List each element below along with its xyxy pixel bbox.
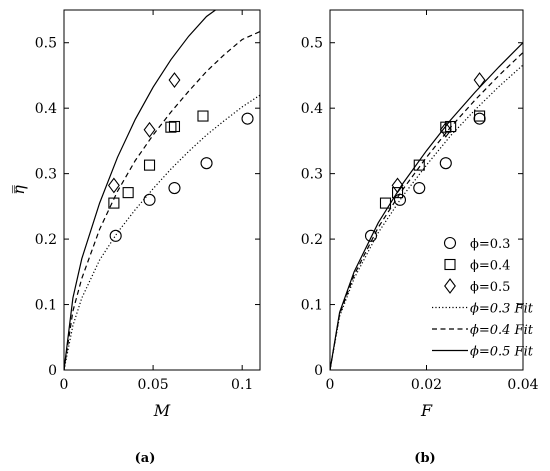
- legend-label: ϕ=0.4: [470, 259, 510, 274]
- data-point-square: [474, 110, 486, 122]
- y-tick-label: 0.4: [301, 101, 323, 117]
- x-axis-label: M: [153, 401, 171, 420]
- data-point-diamond: [473, 72, 486, 88]
- panel-a: 0 0.05 0.1 0 0.1 0.2 0.3 0.4 0.5 Mη̿ (a): [9, 9, 261, 466]
- x-tick-label: 0.02: [411, 377, 442, 393]
- y-tick-label: 0.3: [301, 167, 323, 183]
- y-tick-label: 0.3: [35, 167, 57, 183]
- x-axis-label: F: [420, 401, 433, 420]
- y-tick-label: 0.4: [35, 101, 57, 117]
- legend-label: ϕ=0.5: [470, 280, 510, 295]
- legend: ϕ=0.3 ϕ=0.4 ϕ=0.5 ϕ=0.3 Fit ϕ=0.4 Fit ϕ=0.5 F…: [432, 236, 534, 360]
- data-point-circle: [143, 193, 156, 206]
- legend-symbol-diamond: [444, 278, 456, 294]
- data-point-diamond: [107, 177, 120, 194]
- data-point-square: [379, 197, 392, 209]
- x-tick-label: 0: [60, 377, 69, 393]
- x-tick-label: 0: [326, 377, 335, 393]
- y-tick-label: 0: [48, 363, 57, 379]
- data-point-circle: [109, 229, 122, 242]
- data-point-square: [391, 187, 404, 199]
- y-tick-label: 0.5: [35, 36, 57, 52]
- data-point-diamond: [439, 121, 452, 138]
- fit-line-solid: [64, 10, 216, 370]
- x-tick-label: 0.1: [231, 377, 253, 393]
- y-tick-label: 0.1: [301, 298, 323, 314]
- data-point-square: [122, 187, 134, 199]
- data-point-square: [445, 120, 457, 133]
- data-point-circle: [241, 112, 254, 125]
- y-axis-label: η̿: [9, 185, 28, 195]
- y-tick-label: 0.2: [301, 232, 323, 248]
- data-point-diamond: [168, 72, 181, 88]
- data-point-circle: [439, 157, 452, 170]
- data-point-diamond: [391, 177, 404, 194]
- y-tick-label: 0: [314, 363, 323, 379]
- legend-symbol-circle: [443, 236, 457, 250]
- data-point-square: [165, 121, 177, 133]
- data-point-square: [168, 120, 181, 133]
- x-tick-label: 0.04: [507, 377, 538, 393]
- fit-curves: [64, 10, 260, 370]
- y-tick-label: 0.5: [301, 36, 323, 52]
- fit-line-dashed: [64, 31, 260, 370]
- fit-line-solid: [330, 42, 523, 370]
- fit-curves: [330, 42, 523, 370]
- panel-caption: (b): [414, 451, 435, 466]
- y-tick-label: 0.2: [35, 232, 57, 248]
- y-tick-label: 0.1: [35, 298, 57, 314]
- data-point-circle: [168, 181, 181, 195]
- data-point-square: [413, 159, 425, 171]
- data-point-circle: [393, 193, 407, 206]
- data-point-circle: [413, 181, 426, 195]
- legend-label: ϕ=0.3: [470, 237, 510, 252]
- panel-b: 0 0.02 0.0400.10.20.30.40.5Fϕ=0.3ϕ=0.4ϕ=0.…: [301, 9, 539, 466]
- fit-line-dashed: [330, 52, 523, 370]
- fit-line-dotted: [64, 94, 260, 370]
- plot-frame: [63, 9, 261, 371]
- data-point-square: [143, 159, 156, 171]
- legend-label: ϕ=0.3 Fit: [470, 302, 534, 317]
- data-point-circle: [200, 157, 213, 170]
- legend-symbol-square: [444, 258, 456, 271]
- legend-label: ϕ=0.4 Fit: [470, 323, 534, 338]
- data-point-circle: [473, 112, 486, 125]
- fit-line-dotted: [330, 64, 523, 370]
- legend-label: ϕ=0.5 Fit: [470, 345, 534, 360]
- data-point-square: [197, 110, 209, 122]
- x-tick-label: 0.05: [138, 377, 169, 393]
- data-point-circle: [364, 229, 378, 242]
- data-point-diamond: [143, 121, 156, 138]
- data-point-square: [108, 197, 120, 209]
- panel-caption: (a): [135, 451, 156, 466]
